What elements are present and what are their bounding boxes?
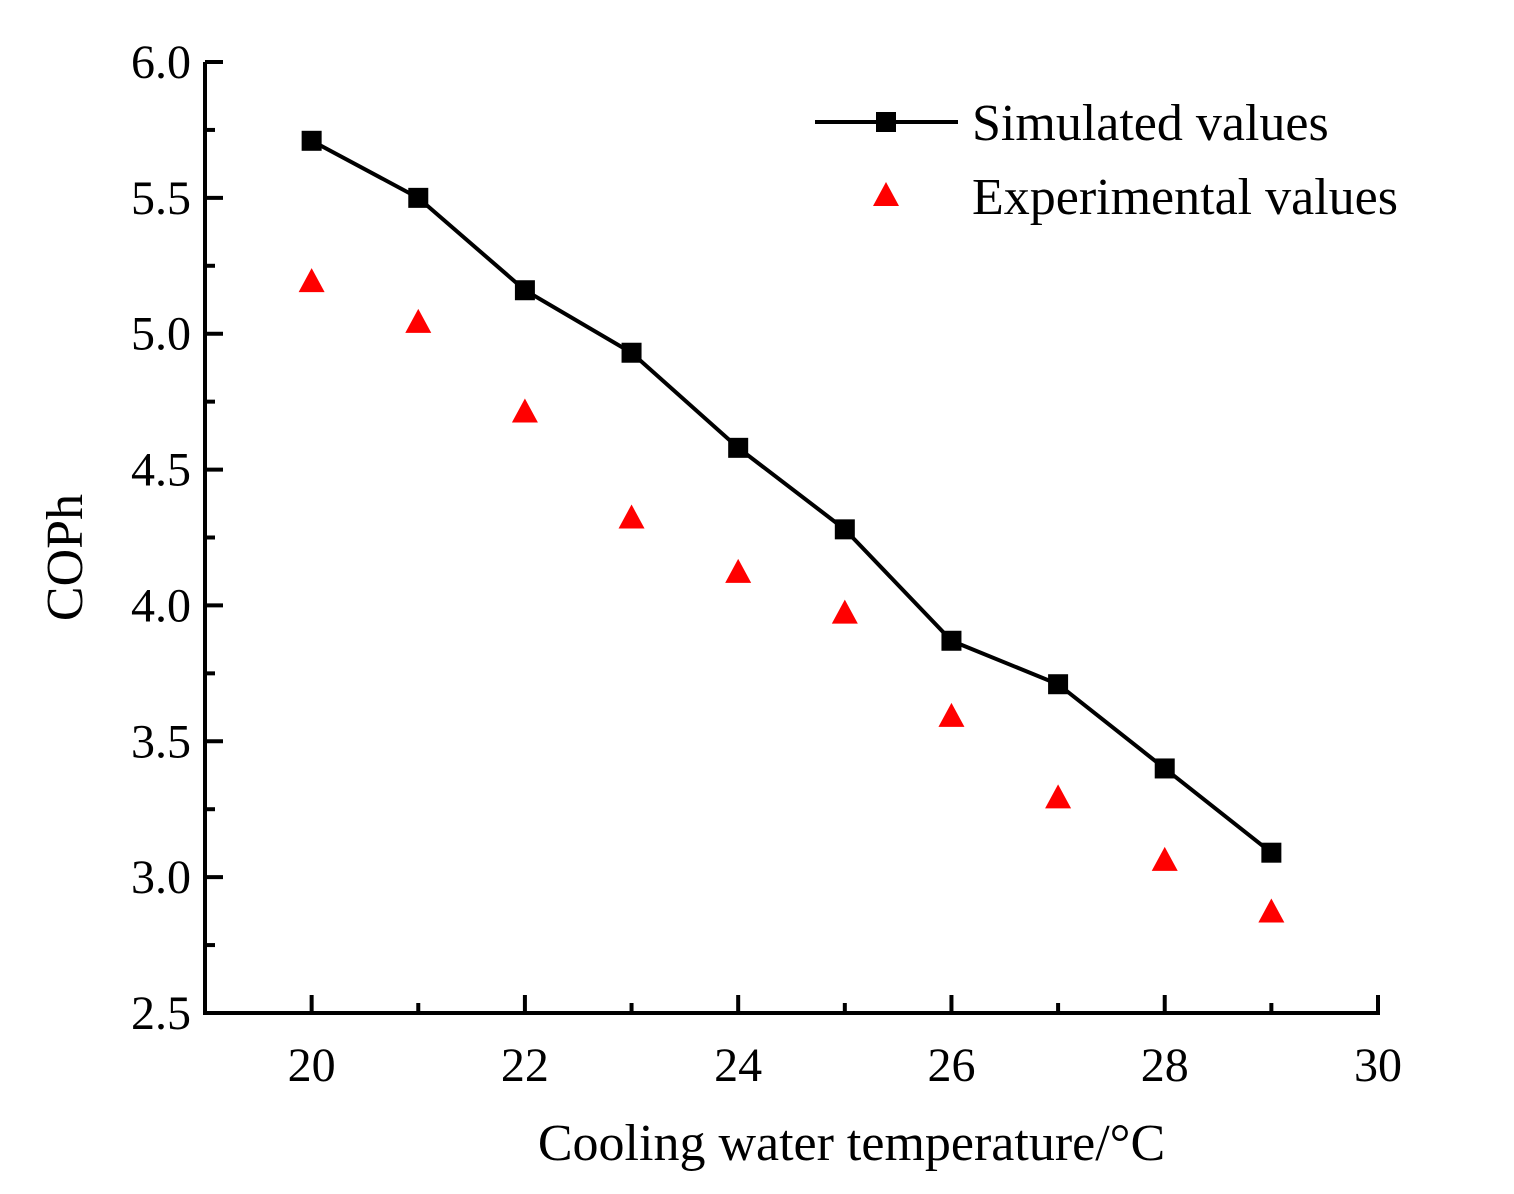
y-tick-label: 3.5 bbox=[131, 715, 191, 768]
experimental-point bbox=[938, 702, 965, 727]
simulated-point bbox=[1154, 758, 1175, 779]
y-axis-title: COPh bbox=[37, 494, 94, 621]
y-tick-label: 2.5 bbox=[131, 987, 191, 1040]
series-layer bbox=[298, 130, 1285, 923]
y-tick-label: 3.0 bbox=[131, 851, 191, 904]
legend-marker-simulated bbox=[876, 112, 896, 132]
y-tick-label: 5.0 bbox=[131, 308, 191, 361]
x-tick-label: 20 bbox=[288, 1039, 336, 1092]
legend-label-simulated: Simulated values bbox=[972, 95, 1329, 152]
simulated-point bbox=[1261, 842, 1282, 863]
simulated-point bbox=[941, 630, 962, 651]
x-tick-label: 26 bbox=[927, 1039, 975, 1092]
y-tick-label: 6.0 bbox=[131, 36, 191, 89]
x-tick-label: 22 bbox=[501, 1039, 549, 1092]
x-tick-label: 24 bbox=[714, 1039, 762, 1092]
x-tick-label: 30 bbox=[1354, 1039, 1402, 1092]
simulated-line bbox=[310, 139, 1273, 855]
simulated-point bbox=[514, 280, 535, 301]
simulated-point bbox=[1048, 674, 1069, 695]
simulated-point bbox=[301, 130, 322, 151]
experimental-point bbox=[1045, 784, 1072, 809]
legend: Simulated values Experimental values bbox=[815, 95, 1398, 226]
legend-marker-experimental bbox=[873, 182, 899, 206]
experimental-point bbox=[831, 599, 858, 624]
y-tick-label: 4.5 bbox=[131, 444, 191, 497]
legend-label-experimental: Experimental values bbox=[972, 169, 1398, 226]
experimental-point bbox=[511, 398, 538, 423]
axes: 2.5 3.0 3.5 4.0 4.5 5.0 5.5 6.0 20 22 24 26 28 30 bbox=[131, 36, 1402, 1092]
x-axis-title: Cooling water temperature/°C bbox=[538, 1115, 1165, 1172]
y-tick-label: 5.5 bbox=[131, 172, 191, 225]
experimental-point bbox=[618, 504, 645, 529]
experimental-point bbox=[405, 308, 432, 333]
y-tick-label: 4.0 bbox=[131, 579, 191, 632]
simulated-point bbox=[834, 519, 855, 540]
simulated-point bbox=[728, 437, 749, 458]
x-tick-label: 28 bbox=[1141, 1039, 1189, 1092]
experimental-point bbox=[725, 558, 752, 583]
experimental-point bbox=[298, 268, 325, 293]
experimental-point bbox=[1258, 898, 1285, 923]
simulated-point bbox=[621, 342, 642, 363]
experimental-point bbox=[1151, 846, 1178, 871]
simulated-point bbox=[408, 187, 429, 208]
